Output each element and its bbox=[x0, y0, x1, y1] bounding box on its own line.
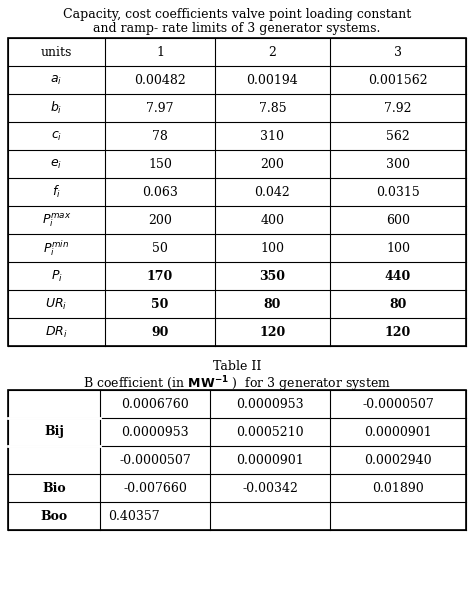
Text: 200: 200 bbox=[148, 214, 172, 226]
Text: 80: 80 bbox=[389, 298, 407, 310]
Text: 0.0006760: 0.0006760 bbox=[121, 398, 189, 411]
Text: 150: 150 bbox=[148, 157, 172, 171]
Text: 0.063: 0.063 bbox=[142, 185, 178, 198]
Text: -0.0000507: -0.0000507 bbox=[119, 453, 191, 467]
Text: -0.0000507: -0.0000507 bbox=[362, 398, 434, 411]
Text: 120: 120 bbox=[385, 326, 411, 339]
Text: 50: 50 bbox=[151, 298, 169, 310]
Text: 0.0000953: 0.0000953 bbox=[236, 398, 304, 411]
Text: $P_i^{max}$: $P_i^{max}$ bbox=[42, 211, 71, 229]
Text: -0.00342: -0.00342 bbox=[242, 481, 298, 495]
Text: 0.0002940: 0.0002940 bbox=[364, 453, 432, 467]
Text: 0.0315: 0.0315 bbox=[376, 185, 420, 198]
Text: 120: 120 bbox=[259, 326, 286, 339]
Text: $DR_i$: $DR_i$ bbox=[45, 325, 68, 340]
Text: 7.97: 7.97 bbox=[146, 101, 174, 115]
Text: 0.00194: 0.00194 bbox=[246, 73, 298, 87]
Text: 50: 50 bbox=[152, 242, 168, 254]
Text: 562: 562 bbox=[386, 129, 410, 143]
Text: 3: 3 bbox=[394, 46, 402, 59]
Text: units: units bbox=[41, 46, 72, 59]
Text: 300: 300 bbox=[386, 157, 410, 171]
Bar bbox=[8, 38, 466, 346]
Text: 0.01890: 0.01890 bbox=[372, 481, 424, 495]
Text: $P_i$: $P_i$ bbox=[51, 268, 63, 284]
Text: 7.85: 7.85 bbox=[259, 101, 286, 115]
Text: 80: 80 bbox=[264, 298, 281, 310]
Text: 440: 440 bbox=[385, 270, 411, 282]
Text: 100: 100 bbox=[261, 242, 284, 254]
Text: 0.0000901: 0.0000901 bbox=[236, 453, 304, 467]
Text: 1: 1 bbox=[156, 46, 164, 59]
Text: $b_i$: $b_i$ bbox=[50, 100, 63, 116]
Text: 100: 100 bbox=[386, 242, 410, 254]
Text: Capacity, cost coefficients valve point loading constant: Capacity, cost coefficients valve point … bbox=[63, 8, 411, 21]
Text: 0.001562: 0.001562 bbox=[368, 73, 428, 87]
Text: 78: 78 bbox=[152, 129, 168, 143]
Text: 200: 200 bbox=[261, 157, 284, 171]
Text: Bio: Bio bbox=[42, 481, 66, 495]
Text: 0.00482: 0.00482 bbox=[134, 73, 186, 87]
Text: 0.0000953: 0.0000953 bbox=[121, 426, 189, 439]
Text: -0.007660: -0.007660 bbox=[123, 481, 187, 495]
Text: 0.0000901: 0.0000901 bbox=[364, 426, 432, 439]
Text: Table II: Table II bbox=[213, 360, 261, 373]
Text: 170: 170 bbox=[147, 270, 173, 282]
Bar bbox=[8, 390, 466, 530]
Text: 310: 310 bbox=[261, 129, 284, 143]
Text: Bij: Bij bbox=[44, 426, 64, 439]
Text: 7.92: 7.92 bbox=[384, 101, 412, 115]
Text: 400: 400 bbox=[261, 214, 284, 226]
Text: B coefficient (in $\mathbf{MW^{-1}}$ )  for 3 generator system: B coefficient (in $\mathbf{MW^{-1}}$ ) f… bbox=[83, 374, 391, 393]
Text: $P_i^{min}$: $P_i^{min}$ bbox=[43, 239, 70, 258]
Text: $c_i$: $c_i$ bbox=[51, 129, 62, 143]
Text: 600: 600 bbox=[386, 214, 410, 226]
Text: 0.0005210: 0.0005210 bbox=[236, 426, 304, 439]
Text: $a_i$: $a_i$ bbox=[50, 73, 63, 87]
Text: 0.40357: 0.40357 bbox=[108, 509, 160, 523]
Text: $e_i$: $e_i$ bbox=[50, 157, 63, 171]
Text: 2: 2 bbox=[269, 46, 276, 59]
Text: 350: 350 bbox=[259, 270, 285, 282]
Text: $f_i$: $f_i$ bbox=[52, 184, 61, 200]
Text: 0.042: 0.042 bbox=[255, 185, 291, 198]
Text: and ramp- rate limits of 3 generator systems.: and ramp- rate limits of 3 generator sys… bbox=[93, 22, 381, 35]
Text: Boo: Boo bbox=[40, 509, 68, 523]
Text: 90: 90 bbox=[151, 326, 169, 339]
Text: $UR_i$: $UR_i$ bbox=[46, 296, 68, 312]
